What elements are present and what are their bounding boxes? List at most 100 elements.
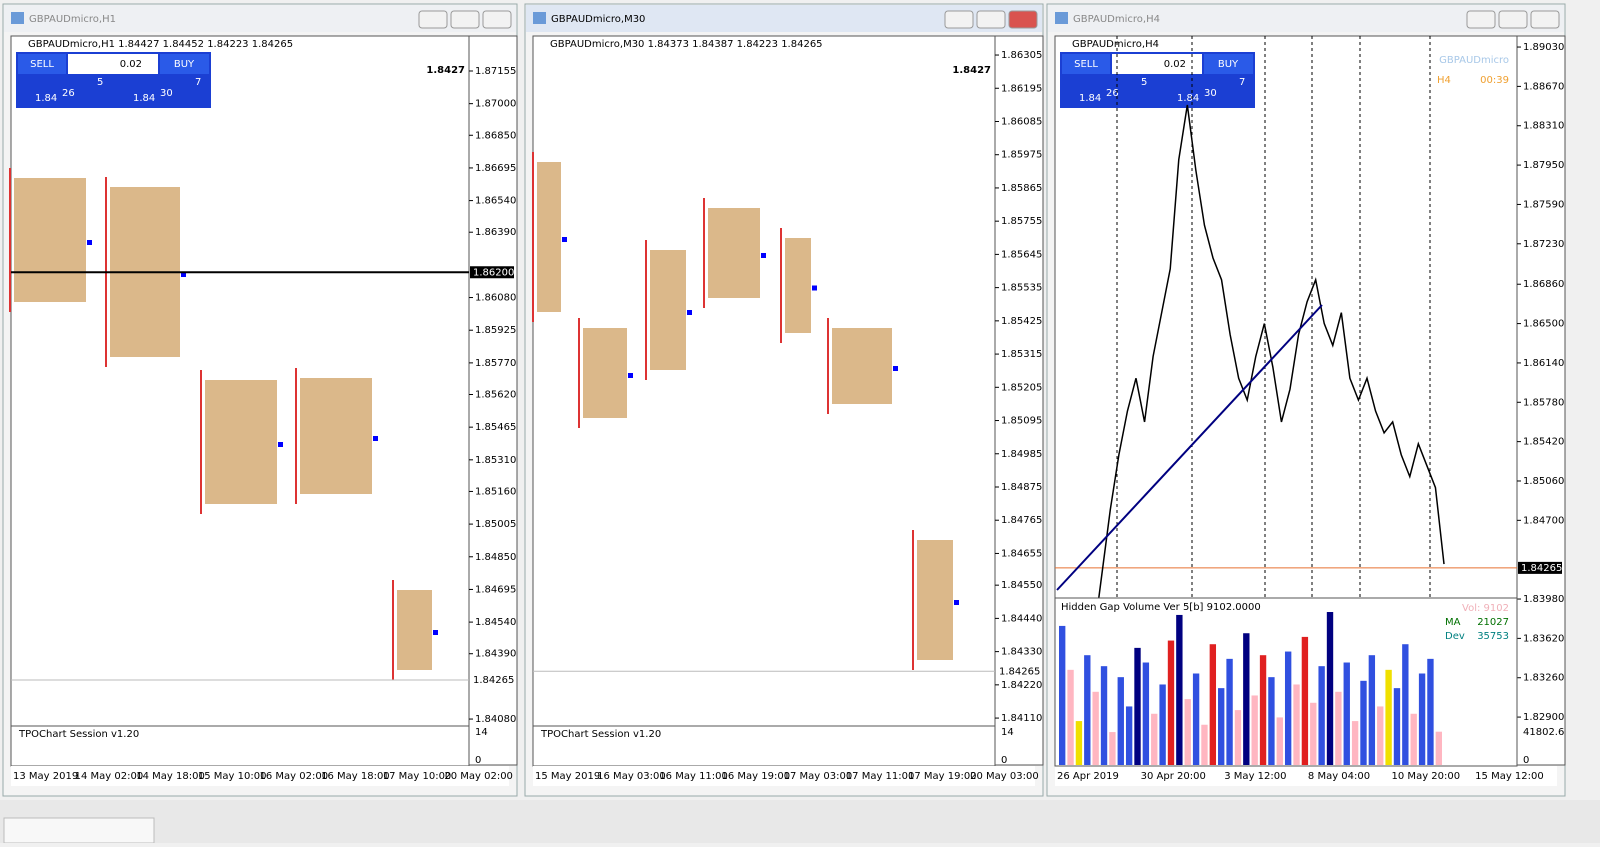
volume-bar xyxy=(1377,706,1384,765)
buy-label: BUY xyxy=(1218,59,1239,70)
volume-bar xyxy=(1151,713,1158,765)
ask-frac: 7 xyxy=(1239,77,1245,88)
time-label: 17 May 03:00 xyxy=(784,771,853,782)
tpo-profile xyxy=(583,328,627,418)
timer: 00:39 xyxy=(1480,75,1509,86)
time-label: 16 May 18:00 xyxy=(321,771,390,782)
price-tick-label: 1.87950 xyxy=(1523,160,1564,171)
volume-bar xyxy=(1234,710,1242,765)
poc-marker xyxy=(278,442,283,447)
price-tick-label: 1.85620 xyxy=(475,389,516,400)
poc-marker xyxy=(687,310,692,315)
close-button[interactable] xyxy=(1530,10,1560,29)
price-tick-label: 1.87590 xyxy=(1523,199,1564,210)
buy-button[interactable] xyxy=(160,54,209,74)
current-price-label: 1.84265 xyxy=(1521,563,1562,574)
price-tick-label: 1.83980 xyxy=(1523,594,1564,605)
tpo-profile xyxy=(785,238,811,333)
time-label: 16 May 11:00 xyxy=(659,771,728,782)
volume-bar xyxy=(1059,625,1066,765)
price-tick-label: 1.86080 xyxy=(475,293,516,304)
price-tick-label: 1.85060 xyxy=(1523,476,1564,487)
sub-axis-label: 0 xyxy=(1523,755,1529,766)
buy-label: BUY xyxy=(174,59,195,70)
lot-input[interactable] xyxy=(1112,54,1202,74)
volume-bar xyxy=(1276,717,1283,765)
time-label: 16 May 03:00 xyxy=(597,771,666,782)
tab[interactable] xyxy=(3,817,155,844)
time-label: 14 May 02:00 xyxy=(75,771,144,782)
buy-button[interactable] xyxy=(1204,54,1253,74)
price-tick-label: 1.84695 xyxy=(475,584,516,595)
time-label: 13 May 2019 xyxy=(13,771,78,782)
price-tick-label: 1.85535 xyxy=(1001,283,1042,294)
maximize-button[interactable] xyxy=(1498,10,1528,29)
time-label: 3 May 12:00 xyxy=(1224,771,1286,782)
volume-bar xyxy=(1100,666,1108,765)
minimize-button[interactable] xyxy=(944,10,974,29)
price-tick-label: 1.85310 xyxy=(475,455,516,466)
price-tick-label: 1.85205 xyxy=(1001,382,1042,393)
price-tick-label: 1.86195 xyxy=(1001,83,1042,94)
volume-bar xyxy=(1360,680,1367,765)
price-tick-label: 1.82900 xyxy=(1523,712,1564,723)
price-tick-label: 1.88670 xyxy=(1523,81,1564,92)
poc-marker xyxy=(893,366,898,371)
price-tick-label: 1.84655 xyxy=(1001,548,1042,559)
price-tick-label: 1.85160 xyxy=(475,486,516,497)
volume-bar xyxy=(1410,713,1417,765)
minimize-button[interactable] xyxy=(418,10,448,29)
time-label: 14 May 18:00 xyxy=(136,771,205,782)
marker-price-box xyxy=(470,266,514,279)
time-label: 17 May 19:00 xyxy=(908,771,977,782)
volume-bar xyxy=(1201,724,1208,765)
poc-marker xyxy=(562,237,567,242)
price-tick-label: 1.85925 xyxy=(475,325,516,336)
price-tick-label: 1.85975 xyxy=(1001,150,1042,161)
vol-label: Vol: 9102 xyxy=(1462,603,1509,614)
volume-bar xyxy=(1402,644,1409,765)
symbol-label: GBPAUDmicro xyxy=(1439,55,1509,66)
close-button[interactable] xyxy=(1008,10,1038,29)
volume-bar xyxy=(1393,688,1401,765)
time-label: 26 Apr 2019 xyxy=(1057,771,1119,782)
chart-header: GBPAUDmicro,H4 xyxy=(1072,39,1159,50)
chart-window[interactable]: GBPAUDmicro,H4 GBPAUDmicro,H4 SELL 0.02 BUY 1… xyxy=(1046,3,1566,797)
ask-big: 1.84 xyxy=(133,93,155,104)
price-tick-label: 1.84765 xyxy=(1001,515,1042,526)
window-icon xyxy=(1055,12,1068,24)
current-price-box xyxy=(470,674,514,687)
volume-bar xyxy=(1268,677,1275,765)
ask-big: 1.84 xyxy=(1177,93,1199,104)
sell-button[interactable] xyxy=(1062,54,1110,74)
volume-bar xyxy=(1351,721,1359,765)
chart-window[interactable]: GBPAUDmicro,H1 GBPAUDmicro,H1 1.84427 1.8… xyxy=(2,3,518,797)
poc-marker xyxy=(87,240,92,245)
close-button[interactable] xyxy=(482,10,512,29)
window-title: GBPAUDmicro,M30 xyxy=(551,14,645,25)
sell-button[interactable] xyxy=(18,54,66,74)
price-tick-label: 1.86500 xyxy=(1523,319,1564,330)
price-tick-label: 1.85425 xyxy=(1001,316,1042,327)
maximize-button[interactable] xyxy=(976,10,1006,29)
price-tick-label: 1.84390 xyxy=(475,649,516,660)
lot-input[interactable] xyxy=(68,54,158,74)
volume-bar xyxy=(1067,669,1074,765)
volume-bar xyxy=(1125,706,1133,765)
minimize-button[interactable] xyxy=(1466,10,1496,29)
window-icon xyxy=(11,12,24,24)
maximize-button[interactable] xyxy=(450,10,480,29)
chart-window[interactable]: GBPAUDmicro,M30 GBPAUDmicro,M30 1.84373 1… xyxy=(524,3,1044,797)
close-line xyxy=(1058,104,1445,703)
volume-bar xyxy=(1301,636,1309,765)
volume-bar xyxy=(1117,677,1124,765)
price-tick-label: 1.84110 xyxy=(1001,713,1042,724)
volume-bar xyxy=(1218,688,1225,765)
current-price-label: 1.84265 xyxy=(473,675,514,686)
window-title: GBPAUDmicro,H1 xyxy=(29,14,116,25)
indicator-footer: TPOChart Session v1.20 xyxy=(18,729,139,740)
volume-bar xyxy=(1192,673,1200,765)
volume-bar xyxy=(1075,721,1083,765)
volume-bar xyxy=(1109,732,1116,765)
